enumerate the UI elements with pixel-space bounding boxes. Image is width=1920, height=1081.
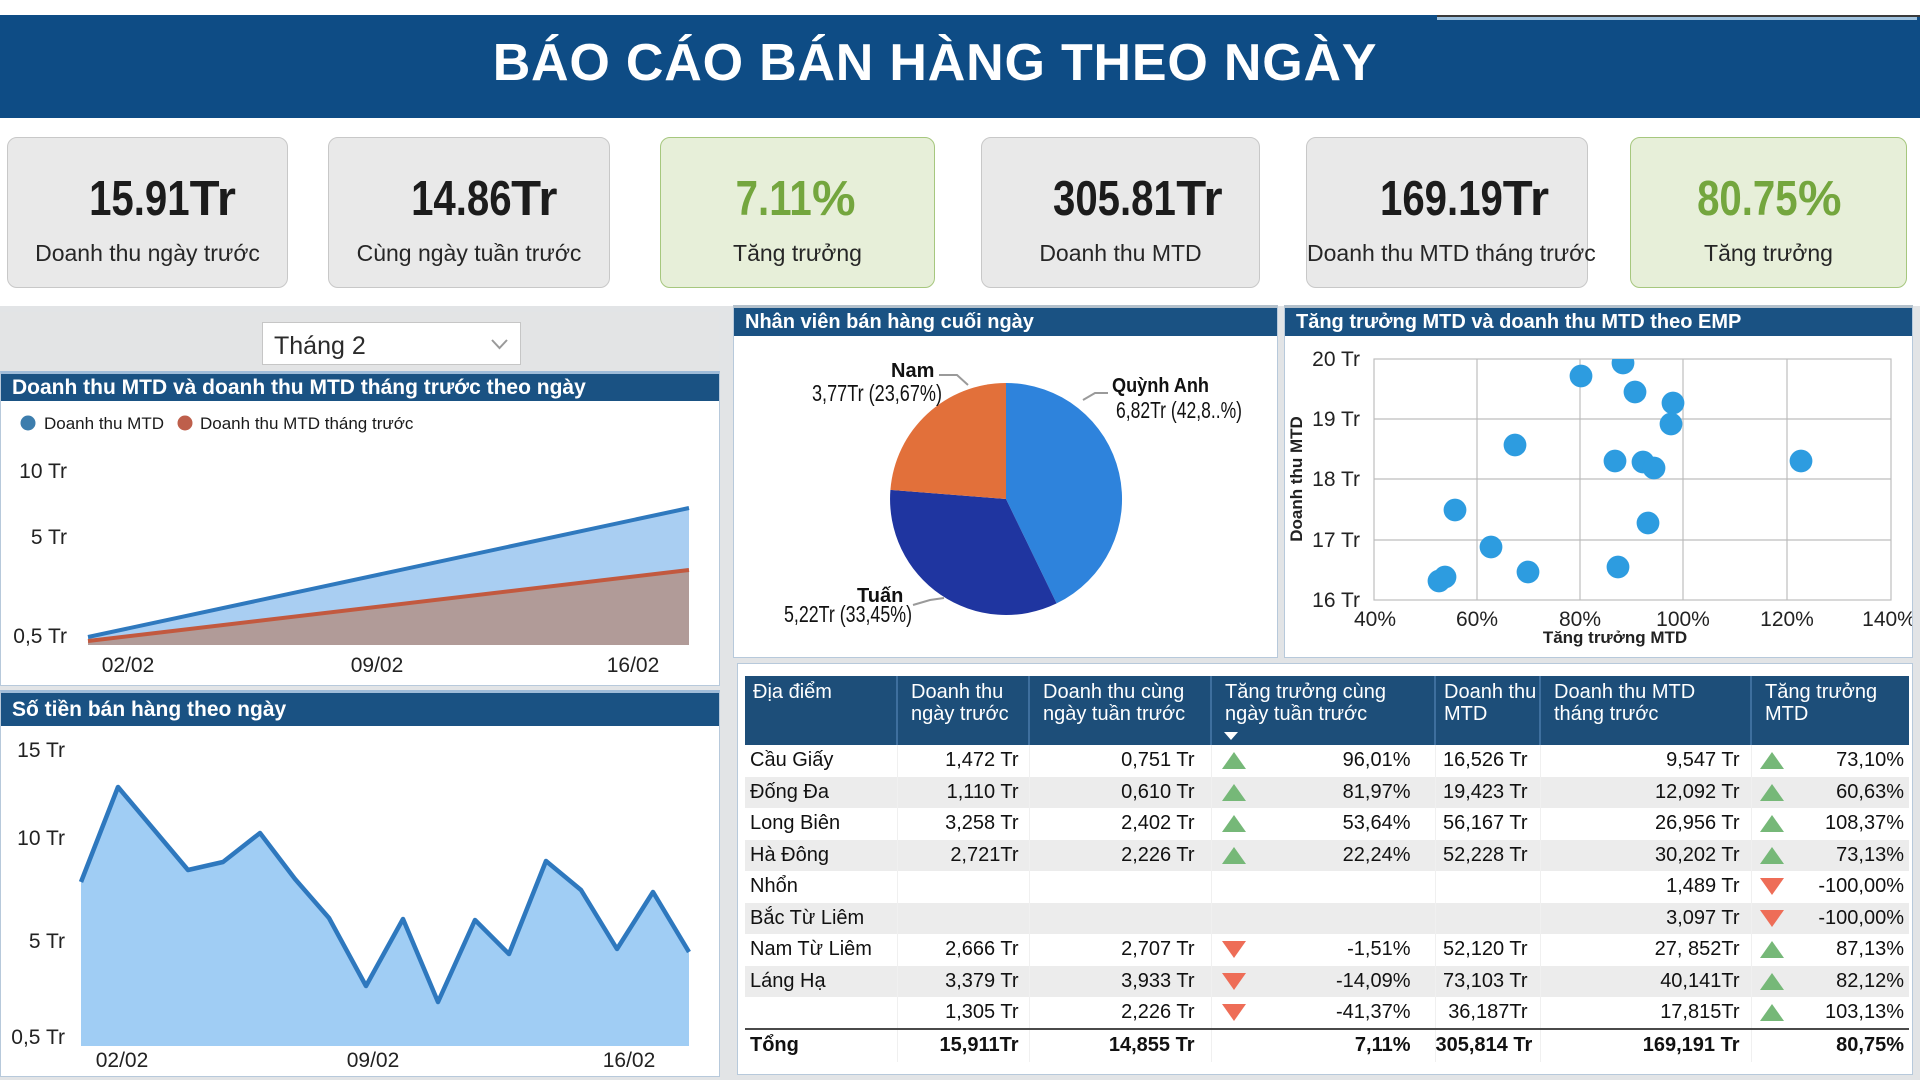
svg-text:09/02: 09/02 [347, 1049, 400, 1072]
svg-text:15 Tr: 15 Tr [17, 739, 65, 762]
svg-text:0,5 Tr: 0,5 Tr [13, 625, 67, 648]
svg-text:16 Tr: 16 Tr [1312, 589, 1360, 612]
svg-text:120%: 120% [1760, 608, 1814, 631]
svg-text:40%: 40% [1354, 608, 1396, 631]
svg-text:60%: 60% [1456, 608, 1498, 631]
svg-text:5,22Tr (33,45%): 5,22Tr (33,45%) [784, 601, 912, 627]
svg-text:09/02: 09/02 [351, 654, 404, 677]
svg-text:Doanh thu MTD tháng trước: Doanh thu MTD tháng trước [200, 414, 414, 433]
svg-text:16/02: 16/02 [603, 1049, 656, 1072]
svg-text:17 Tr: 17 Tr [1312, 529, 1360, 552]
svg-text:Nam: Nam [891, 360, 934, 382]
svg-text:100%: 100% [1656, 608, 1710, 631]
svg-text:02/02: 02/02 [96, 1049, 149, 1072]
svg-text:02/02: 02/02 [102, 654, 155, 677]
svg-text:0,5 Tr: 0,5 Tr [11, 1026, 65, 1049]
svg-text:5 Tr: 5 Tr [29, 930, 65, 953]
svg-text:20 Tr: 20 Tr [1312, 348, 1360, 371]
svg-text:10 Tr: 10 Tr [19, 460, 67, 483]
svg-text:Quỳnh Anh: Quỳnh Anh [1112, 375, 1209, 397]
svg-text:3,77Tr (23,67%): 3,77Tr (23,67%) [812, 380, 942, 406]
svg-text:Doanh thu MTD: Doanh thu MTD [44, 414, 164, 433]
svg-text:19 Tr: 19 Tr [1312, 408, 1360, 431]
svg-text:16/02: 16/02 [607, 654, 660, 677]
svg-text:18 Tr: 18 Tr [1312, 468, 1360, 491]
svg-text:140%: 140% [1862, 608, 1912, 631]
svg-text:5 Tr: 5 Tr [31, 526, 67, 549]
svg-text:10 Tr: 10 Tr [17, 827, 65, 850]
svg-text:Doanh thu MTD: Doanh thu MTD [1287, 416, 1306, 542]
svg-text:Tuấn: Tuấn [857, 585, 903, 607]
svg-text:6,82Tr (42,8..%): 6,82Tr (42,8..%) [1116, 397, 1242, 423]
svg-text:Tăng trưởng MTD: Tăng trưởng MTD [1543, 628, 1687, 647]
svg-text:80%: 80% [1559, 608, 1601, 631]
